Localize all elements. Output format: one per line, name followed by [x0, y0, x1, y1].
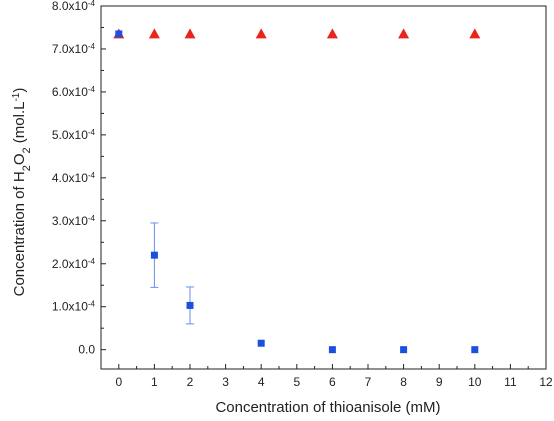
square-point — [328, 346, 336, 354]
x-tick-label: 11 — [504, 375, 517, 389]
y-tick-label: 1.0x10-4 — [52, 299, 96, 314]
square-point — [115, 30, 123, 38]
square-point — [186, 301, 194, 309]
triangle-point — [326, 28, 338, 39]
x-tick-label: 8 — [400, 375, 407, 389]
y-axis-title: Concentration of H2O2 (mol.L-1) — [11, 88, 34, 297]
square-point — [471, 346, 479, 354]
x-tick-label: 5 — [293, 375, 300, 389]
x-tick-label: 0 — [115, 375, 122, 389]
y-axis-ticks: 0.0 1.0x10-4 2.0x10-4 3.0x10-4 4.0x10-4 5.0x1… — [52, 0, 106, 357]
y-tick-label: 2.0x10-4 — [52, 256, 96, 271]
y-tick-label: 5.0x10-4 — [52, 127, 96, 142]
triangle-point — [398, 28, 410, 39]
y-tick-label: 4.0x10-4 — [52, 170, 96, 185]
x-tick-label: 4 — [258, 375, 265, 389]
triangle-point — [148, 28, 160, 39]
x-tick-label: 7 — [365, 375, 372, 389]
x-tick-label: 10 — [468, 375, 482, 389]
y-tick-label: 8.0x10-4 — [52, 0, 96, 13]
x-tick-label: 2 — [187, 375, 194, 389]
x-axis-ticks: 0 1 2 3 4 5 6 7 8 9 10 11 12 — [115, 364, 553, 389]
x-axis-title: Concentration of thioanisole (mM) — [215, 399, 440, 416]
triangle-point — [255, 28, 267, 39]
data-marks — [113, 28, 481, 354]
square-point — [257, 339, 265, 347]
square-point — [150, 251, 158, 259]
x-tick-label: 6 — [329, 375, 336, 389]
y-tick-label: 3.0x10-4 — [52, 213, 96, 228]
x-tick-label: 12 — [539, 375, 553, 389]
y-tick-label: 7.0x10-4 — [52, 41, 96, 56]
x-tick-label: 9 — [436, 375, 443, 389]
y-tick-label: 6.0x10-4 — [52, 84, 96, 99]
y-tick-label: 0.0 — [78, 343, 95, 357]
square-point — [400, 346, 408, 354]
triangle-point — [469, 28, 481, 39]
x-tick-label: 3 — [222, 375, 229, 389]
x-tick-label: 1 — [151, 375, 158, 389]
plot-frame — [100, 5, 547, 370]
triangle-point — [184, 28, 196, 39]
